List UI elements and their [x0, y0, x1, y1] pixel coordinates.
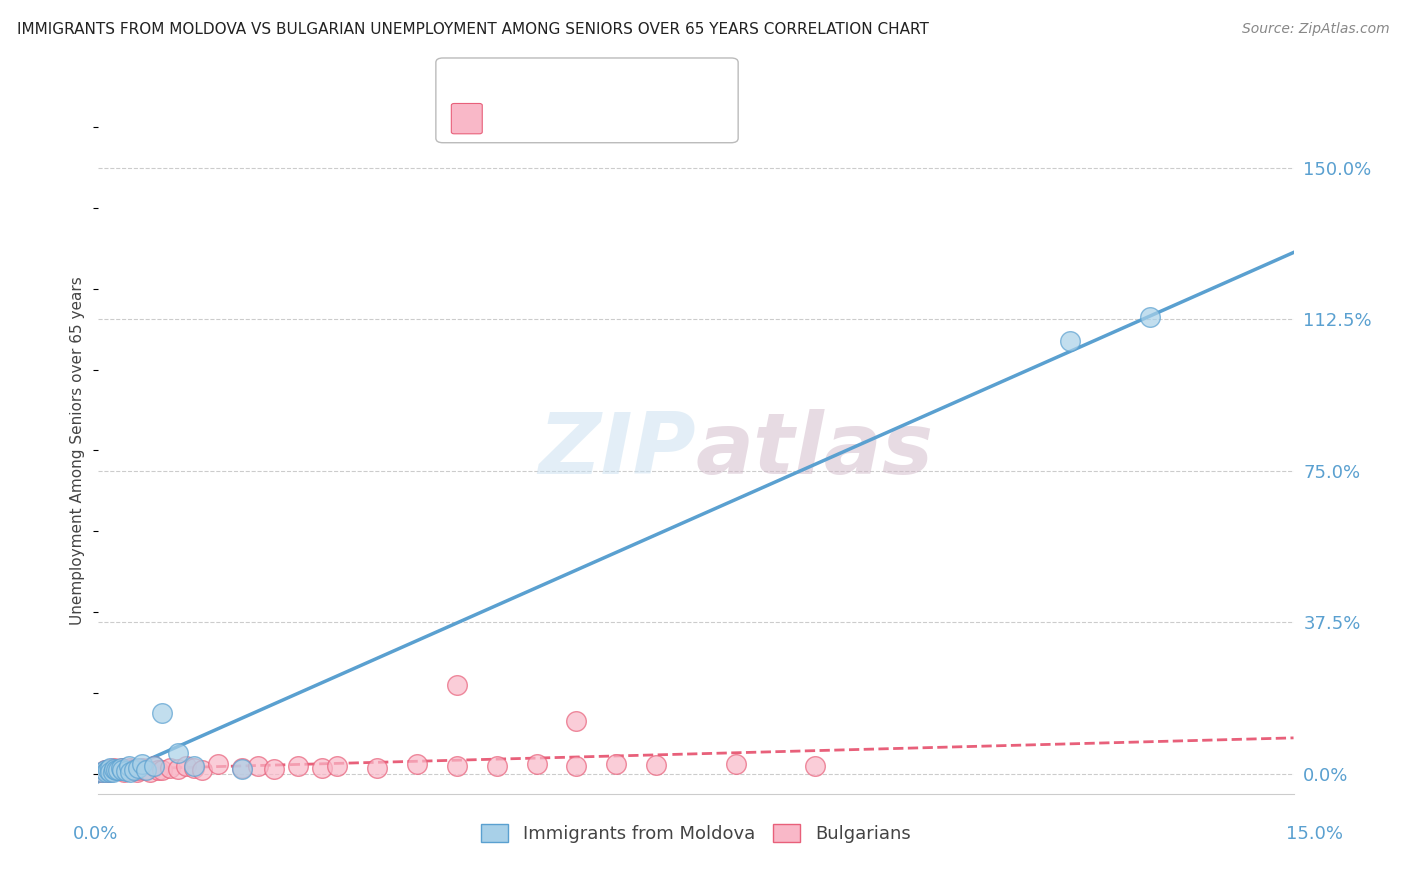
Point [111, 761, 134, 775]
Point [139, 764, 162, 779]
Point [127, 763, 149, 777]
Point [115, 764, 138, 778]
Point [183, 758, 205, 772]
Text: N = 26: N = 26 [595, 78, 661, 96]
Point [96, 765, 118, 780]
Point [94, 763, 117, 777]
Point [148, 763, 170, 777]
Legend: Immigrants from Moldova, Bulgarians: Immigrants from Moldova, Bulgarians [474, 816, 918, 850]
Point [134, 764, 156, 778]
Point [446, 758, 468, 772]
Point [101, 764, 124, 778]
Point [326, 759, 349, 773]
Point [565, 758, 588, 772]
Point [96, 764, 118, 778]
Point [135, 762, 157, 776]
Point [287, 758, 309, 772]
Text: 0.0%: 0.0% [73, 825, 118, 843]
Point [115, 764, 138, 778]
Text: Source: ZipAtlas.com: Source: ZipAtlas.com [1241, 22, 1389, 37]
Point [231, 761, 253, 775]
Point [118, 759, 141, 773]
Point [207, 756, 229, 771]
Point [94, 763, 117, 777]
Point [231, 762, 253, 776]
Text: R = 0.779   N = 26: R = 0.779 N = 26 [488, 78, 666, 96]
Point [565, 714, 588, 728]
Point [124, 763, 146, 777]
Point [485, 759, 508, 773]
Text: ZIP: ZIP [538, 409, 696, 492]
Point [526, 756, 548, 771]
Text: R = 0.779: R = 0.779 [488, 78, 582, 96]
Point [120, 761, 142, 775]
Point [104, 763, 127, 777]
Point [103, 762, 125, 776]
Point [127, 761, 149, 775]
Point [112, 764, 135, 779]
Point [91, 764, 114, 779]
Point [131, 761, 153, 775]
Point [645, 757, 668, 772]
Point [263, 762, 285, 776]
Point [135, 764, 157, 778]
Point [110, 762, 132, 776]
Point [804, 758, 827, 772]
Point [124, 762, 146, 776]
Point [605, 756, 627, 771]
Point [143, 759, 166, 773]
Point [125, 764, 148, 779]
Point [1059, 334, 1081, 349]
Point [446, 678, 468, 692]
Point [724, 756, 747, 771]
Point [104, 763, 127, 777]
Point [183, 761, 205, 775]
Point [98, 762, 122, 776]
Point [246, 759, 269, 773]
Point [131, 756, 153, 771]
Text: atlas: atlas [696, 409, 934, 492]
Point [150, 706, 173, 720]
Point [98, 764, 122, 779]
Point [121, 764, 143, 778]
Point [118, 763, 141, 777]
Point [107, 764, 129, 778]
Point [110, 761, 132, 775]
Point [167, 762, 190, 776]
Text: 15.0%: 15.0% [1286, 825, 1343, 843]
Point [191, 764, 214, 778]
Point [406, 756, 429, 771]
Point [111, 763, 134, 777]
Text: R = 0.376: R = 0.376 [488, 108, 582, 126]
Point [120, 764, 142, 779]
Point [159, 761, 181, 775]
Point [150, 764, 173, 778]
Point [91, 764, 114, 779]
Y-axis label: Unemployment Among Seniors over 65 years: Unemployment Among Seniors over 65 years [70, 277, 86, 624]
Point [366, 761, 388, 775]
Point [143, 758, 166, 772]
Point [101, 764, 124, 779]
Text: N = 50: N = 50 [595, 108, 661, 126]
Point [98, 761, 122, 775]
Point [97, 764, 120, 778]
Point [107, 764, 129, 778]
Point [167, 747, 190, 761]
Point [103, 761, 125, 775]
Point [1139, 310, 1161, 325]
Point [174, 758, 197, 772]
Text: IMMIGRANTS FROM MOLDOVA VS BULGARIAN UNEMPLOYMENT AMONG SENIORS OVER 65 YEARS CO: IMMIGRANTS FROM MOLDOVA VS BULGARIAN UNE… [17, 22, 929, 37]
Point [97, 764, 120, 779]
Point [311, 761, 333, 775]
